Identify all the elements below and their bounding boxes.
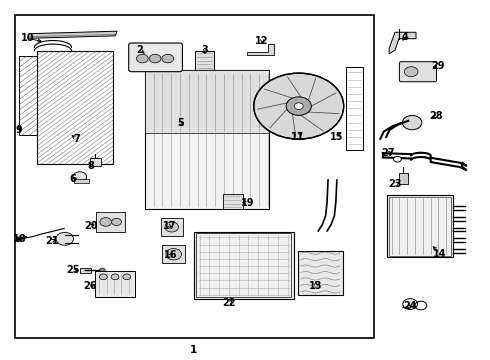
- Bar: [161, 219, 183, 235]
- Text: 7: 7: [73, 134, 80, 144]
- Circle shape: [162, 54, 173, 63]
- Text: 27: 27: [381, 148, 394, 158]
- Circle shape: [254, 73, 343, 139]
- Circle shape: [294, 103, 303, 109]
- Text: 8: 8: [88, 161, 95, 171]
- Text: 5: 5: [177, 118, 184, 128]
- Text: 16: 16: [164, 250, 177, 260]
- Text: 28: 28: [430, 111, 443, 121]
- Bar: [15, 15, 374, 338]
- Text: 18: 18: [12, 234, 26, 244]
- Bar: [194, 231, 294, 299]
- Text: 13: 13: [309, 281, 322, 291]
- Circle shape: [393, 156, 401, 162]
- Bar: [387, 195, 453, 257]
- Circle shape: [149, 54, 161, 63]
- Bar: [37, 51, 113, 164]
- Circle shape: [73, 172, 87, 182]
- Circle shape: [123, 274, 131, 280]
- Circle shape: [165, 222, 178, 232]
- Circle shape: [56, 232, 74, 245]
- Bar: [399, 173, 408, 184]
- Circle shape: [100, 218, 112, 226]
- Circle shape: [402, 116, 422, 130]
- Bar: [95, 271, 135, 297]
- Bar: [195, 51, 214, 71]
- Bar: [223, 194, 243, 210]
- Bar: [196, 233, 292, 297]
- Text: 29: 29: [431, 61, 445, 71]
- Bar: [145, 70, 270, 133]
- Circle shape: [286, 97, 311, 115]
- Text: 3: 3: [201, 45, 208, 55]
- Text: 14: 14: [433, 248, 446, 258]
- Bar: [96, 212, 125, 232]
- Circle shape: [99, 268, 105, 273]
- Text: 19: 19: [241, 198, 254, 208]
- Text: 23: 23: [389, 179, 402, 189]
- Text: 20: 20: [84, 221, 98, 231]
- Bar: [80, 267, 91, 273]
- Text: 15: 15: [330, 132, 343, 142]
- Circle shape: [166, 248, 181, 260]
- Polygon shape: [389, 32, 416, 54]
- FancyBboxPatch shape: [399, 62, 437, 82]
- Circle shape: [112, 219, 122, 226]
- Circle shape: [99, 274, 107, 280]
- Text: 2: 2: [137, 45, 143, 55]
- Text: 25: 25: [66, 265, 80, 275]
- Text: 10: 10: [21, 33, 34, 43]
- Polygon shape: [247, 44, 274, 55]
- Text: 17: 17: [163, 221, 176, 231]
- Text: 1: 1: [190, 345, 197, 355]
- Text: 9: 9: [16, 125, 23, 135]
- Text: 6: 6: [70, 174, 76, 184]
- Bar: [74, 179, 89, 183]
- Bar: [162, 245, 185, 263]
- Bar: [345, 67, 363, 149]
- Bar: [145, 70, 270, 210]
- Text: 4: 4: [402, 32, 409, 42]
- Bar: [19, 56, 51, 135]
- Bar: [389, 197, 451, 256]
- Circle shape: [16, 237, 22, 241]
- Text: 12: 12: [255, 36, 269, 46]
- FancyBboxPatch shape: [129, 43, 182, 72]
- Text: 22: 22: [222, 298, 236, 308]
- Text: 11: 11: [291, 132, 304, 142]
- Text: 26: 26: [83, 281, 97, 291]
- Circle shape: [111, 274, 119, 280]
- Circle shape: [137, 54, 148, 63]
- Circle shape: [404, 67, 418, 77]
- Bar: [90, 158, 101, 166]
- Bar: [298, 251, 343, 296]
- Text: 24: 24: [403, 301, 417, 311]
- Text: 21: 21: [45, 236, 59, 246]
- Polygon shape: [27, 31, 117, 39]
